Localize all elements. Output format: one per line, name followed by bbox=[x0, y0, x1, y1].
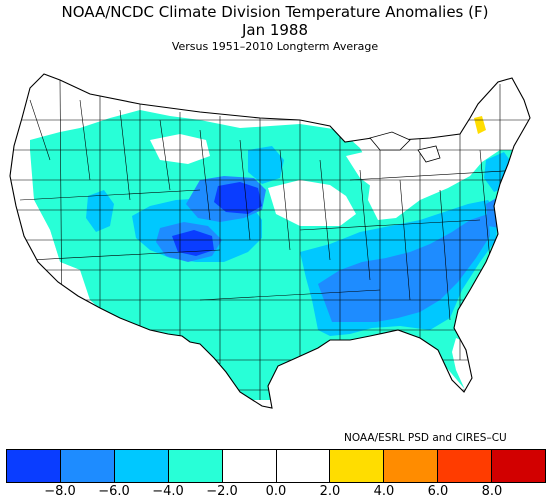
legend-tick-label: 8.0 bbox=[481, 484, 503, 499]
color-legend bbox=[6, 449, 546, 483]
great-lakes bbox=[369, 131, 411, 151]
map-credit: NOAA/ESRL PSD and CIRES–CU bbox=[344, 432, 507, 444]
legend-tick-label: 4.0 bbox=[373, 484, 395, 499]
legend-tick-label: −4.0 bbox=[152, 484, 184, 499]
legend-swatch bbox=[7, 450, 61, 482]
legend-tick-label: 2.0 bbox=[319, 484, 341, 499]
us-outline bbox=[9, 73, 531, 409]
legend-tick-label: −6.0 bbox=[98, 484, 130, 499]
map-period: Jan 1988 bbox=[241, 21, 309, 39]
legend-swatch bbox=[330, 450, 385, 482]
legend-swatch bbox=[168, 450, 223, 482]
legend-swatch bbox=[492, 450, 546, 482]
legend-tick-label: 6.0 bbox=[427, 484, 449, 499]
legend-tick-label: −2.0 bbox=[206, 484, 238, 499]
map-subtitle: Versus 1951–2010 Longterm Average bbox=[171, 40, 379, 53]
legend-swatch bbox=[60, 450, 115, 482]
map-title: NOAA/NCDC Climate Division Temperature A… bbox=[61, 3, 489, 21]
legend-tick-label: 0.0 bbox=[265, 484, 287, 499]
legend-swatch bbox=[384, 450, 439, 482]
legend-swatch bbox=[114, 450, 169, 482]
great-lakes-2 bbox=[417, 145, 441, 163]
division-boundaries bbox=[10, 79, 530, 400]
legend-tick-label: −8.0 bbox=[44, 484, 76, 499]
legend-swatch bbox=[438, 450, 493, 482]
us-climate-division-map bbox=[9, 73, 531, 409]
legend-swatch bbox=[276, 450, 331, 482]
legend-swatch bbox=[222, 450, 277, 482]
